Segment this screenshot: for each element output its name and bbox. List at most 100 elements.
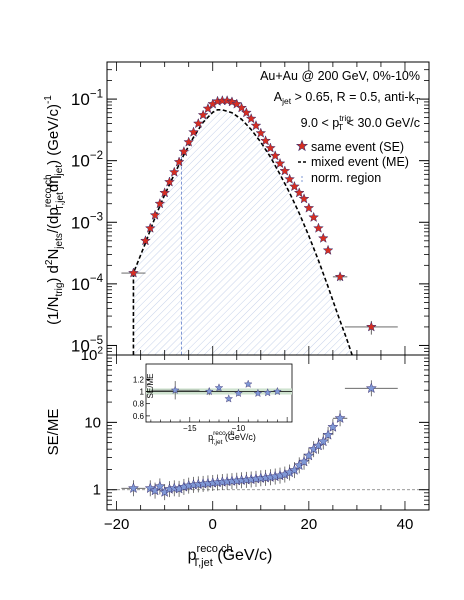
se-data-point — [154, 198, 166, 209]
inset-y-tick-label: 1 — [140, 387, 145, 396]
se-star-marker — [250, 119, 262, 131]
ratio-star-marker — [334, 412, 346, 424]
se-star-marker — [303, 202, 315, 213]
se-data-point — [159, 187, 171, 198]
legend-label-norm: norm. region — [311, 171, 381, 185]
se-star-marker — [365, 321, 377, 332]
ratio-data-point — [303, 447, 315, 464]
se-data-point — [293, 187, 305, 198]
se-star-marker — [154, 198, 166, 209]
inset-data-point — [234, 388, 243, 398]
inset-data-point — [273, 386, 282, 396]
se-data-point — [303, 202, 315, 213]
se-star-marker — [293, 187, 305, 198]
inset-star-marker — [214, 383, 224, 392]
top-y-axis-label: (1/Ntrig) d2Njets/(dpreco,chT,jetdηjet) … — [43, 95, 66, 325]
inset-x-tick-label: −15 — [183, 424, 197, 433]
se-data-point — [164, 176, 175, 187]
inset-star-marker — [273, 386, 282, 396]
ratio-data-point — [154, 478, 166, 495]
se-data-point — [298, 193, 310, 204]
se-star-marker — [128, 267, 139, 278]
ratio-data-point — [327, 419, 339, 436]
inset-panel: 0.6 0.8 1 1.2 −15 −10 — [133, 363, 293, 433]
inset-x-axis-label: preco,ch T,jet (GeV/c) — [208, 430, 256, 446]
inset-star-marker — [234, 388, 243, 398]
annotation-collision: Au+Au @ 200 GeV, 0%-10% — [260, 69, 420, 83]
se-data-point — [308, 211, 320, 223]
legend-item-norm: norm. region — [301, 171, 381, 185]
bottom-x-tick-label: −20 — [104, 516, 129, 533]
top-y-tick-label: 10−1 — [71, 88, 103, 109]
se-star-marker — [289, 180, 300, 192]
annotation-trigger: 9.0 < ptrig T < 30.0 GeV/c — [301, 113, 420, 132]
se-star-marker — [168, 166, 180, 177]
ratio-star-marker — [365, 382, 377, 394]
ratio-star-marker — [144, 482, 156, 494]
me-hatched-area — [133, 109, 353, 355]
se-data-point — [144, 222, 156, 233]
se-data-point — [245, 113, 257, 124]
ratio-star-marker — [298, 455, 310, 467]
se-star-marker — [159, 187, 171, 198]
se-data-point — [332, 271, 348, 282]
se-data-point — [255, 127, 267, 138]
bottom-x-tick-label: 40 — [397, 516, 414, 533]
se-data-point — [274, 157, 286, 169]
se-star-marker — [284, 173, 296, 184]
se-star-marker — [178, 145, 190, 157]
se-star-marker — [255, 127, 267, 138]
se-data-point — [279, 165, 291, 176]
inset-data-point — [263, 388, 273, 397]
se-data-point — [197, 109, 209, 120]
se-star-marker — [298, 193, 310, 204]
bottom-x-tick-label: 0 — [209, 516, 217, 533]
se-star-marker — [317, 232, 329, 243]
se-data-point — [140, 235, 151, 246]
inset-star-marker — [204, 386, 214, 396]
legend-star-marker — [295, 139, 309, 152]
inset-data-point — [204, 386, 214, 396]
se-data-point — [250, 119, 262, 131]
se-data-point — [121, 267, 146, 278]
inset-data-point — [224, 394, 234, 403]
se-data-point — [192, 117, 204, 129]
ratio-star-marker — [154, 480, 166, 492]
ratio-star-marker — [317, 435, 329, 447]
inset-x-tick-label: −10 — [232, 424, 246, 433]
se-data-point — [168, 166, 180, 177]
ratio-data-point — [322, 426, 334, 443]
se-data-point — [317, 232, 329, 243]
se-data-point — [226, 96, 238, 107]
se-star-marker — [279, 165, 291, 176]
se-data-point — [260, 135, 272, 146]
inset-y-tick-label: 1.2 — [133, 375, 145, 384]
ratio-data-point — [317, 433, 329, 450]
se-data-point — [149, 209, 161, 220]
bottom-x-axis-label: preco,ch T,jet (GeV/c) — [188, 543, 273, 569]
ratio-star-marker — [322, 429, 334, 440]
se-data-point — [344, 320, 398, 335]
se-star-marker — [260, 135, 272, 146]
se-star-marker — [245, 113, 257, 124]
se-star-marker — [173, 156, 185, 167]
se-star-marker — [164, 176, 175, 187]
se-star-marker — [140, 235, 151, 246]
legend-label-se: same event (SE) — [311, 140, 404, 154]
inset-data-point — [243, 379, 253, 388]
bottom-y-tick-label: 1 — [93, 482, 101, 499]
inset-star-marker — [170, 385, 180, 394]
se-star-marker — [226, 96, 238, 107]
legend-item-se: same event (SE) — [295, 139, 404, 154]
ratio-data-point — [121, 480, 146, 497]
se-data-point — [178, 145, 190, 157]
inset-y-axis-label: SE/ME — [146, 374, 155, 399]
inset-data-point — [214, 383, 224, 392]
ratio-data-point — [144, 480, 156, 497]
se-star-marker — [264, 142, 276, 153]
se-data-point — [284, 173, 296, 184]
inset-y-tick-label: 0.6 — [133, 412, 145, 421]
se-star-marker — [188, 126, 199, 137]
se-data-point — [264, 142, 276, 153]
inset-y-tick-label: 0.8 — [133, 400, 145, 409]
